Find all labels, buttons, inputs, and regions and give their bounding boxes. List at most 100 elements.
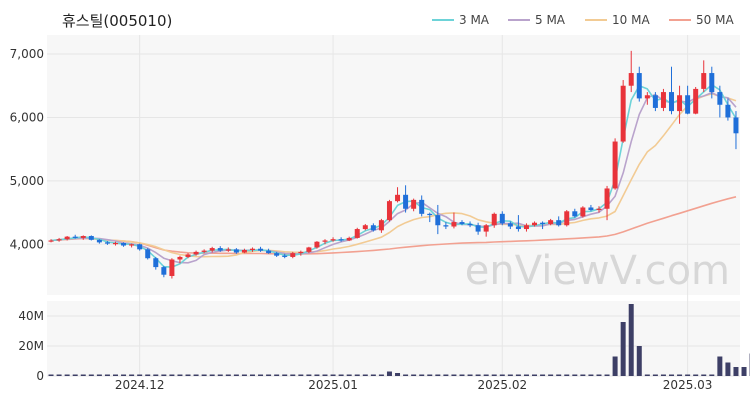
volume-bar (467, 374, 473, 376)
candle (556, 216, 562, 227)
candle-body (644, 95, 650, 99)
candle (72, 234, 78, 239)
candle (419, 195, 425, 217)
volume-bar (604, 374, 610, 376)
candle (435, 204, 441, 235)
candle (137, 243, 143, 251)
candle-body (669, 92, 675, 112)
candle-body (314, 241, 320, 248)
candle-body (161, 267, 167, 275)
candle-body (467, 223, 473, 226)
candle-body (330, 239, 336, 241)
candle-body (620, 85, 626, 142)
candle-body (451, 222, 457, 227)
candle-body (241, 249, 247, 253)
candle-body (338, 239, 344, 241)
candle (290, 251, 296, 259)
candle-body (121, 243, 127, 246)
candle-body (548, 220, 554, 224)
volume-bar (475, 374, 481, 376)
volume-bar (193, 374, 199, 376)
volume-bar (258, 374, 264, 376)
candle-body (411, 199, 417, 209)
candle (386, 199, 392, 222)
volume-bar (532, 374, 538, 376)
candle (604, 185, 610, 221)
candle (507, 221, 513, 230)
candle (112, 241, 118, 246)
candle (532, 221, 538, 227)
volume-bar (48, 374, 54, 376)
volume-bar (378, 374, 384, 376)
candle (451, 212, 457, 229)
candle-body (249, 248, 255, 250)
volume-bar (435, 374, 441, 376)
candle-body (88, 236, 94, 240)
volume-bar (145, 374, 151, 376)
volume-bar (499, 374, 505, 376)
volume-bar (588, 374, 594, 376)
volume-bar (419, 374, 425, 376)
candle (48, 239, 54, 243)
volume-bar (249, 374, 255, 376)
date-tick-label: 2025.02 (477, 378, 527, 392)
volume-bar (733, 367, 739, 376)
candle-body (636, 73, 642, 99)
candle (652, 92, 658, 112)
candle (153, 256, 159, 270)
candle (411, 198, 417, 212)
candle-body (129, 244, 135, 246)
volume-tick-label: 0 (36, 369, 44, 383)
volume-bar (266, 374, 272, 376)
candle (580, 206, 586, 218)
candle-body (459, 222, 465, 224)
volume-bar (386, 371, 392, 376)
candle (169, 258, 175, 279)
candle-body (362, 225, 368, 230)
candle-body (274, 253, 280, 256)
candle (217, 246, 223, 252)
candle (225, 247, 231, 252)
volume-bar (685, 374, 691, 376)
candle-body (435, 215, 441, 226)
candle (233, 248, 239, 254)
candle (378, 218, 384, 233)
candle-body (523, 225, 529, 230)
volume-bar (572, 374, 578, 376)
volume-bar (741, 367, 747, 376)
candle-body (258, 248, 264, 251)
candle-body (660, 92, 666, 108)
volume-bar (298, 374, 304, 376)
candle (266, 248, 272, 254)
candle-body (64, 236, 70, 240)
candle (193, 250, 199, 256)
volume-bar (64, 374, 70, 376)
candle-body (483, 225, 489, 232)
volume-bar (459, 374, 465, 376)
candle-body (48, 240, 54, 242)
candle-body (475, 225, 481, 232)
candle-body (733, 117, 739, 134)
candle-body (201, 250, 207, 252)
candle-body (499, 213, 505, 224)
date-tick-label: 2025.03 (663, 378, 713, 392)
volume-bar (564, 374, 570, 376)
volume-bar (451, 374, 457, 376)
candle-body (427, 213, 433, 216)
volume-bar (507, 374, 513, 376)
volume-bar (177, 374, 183, 376)
candle (564, 210, 570, 227)
volume-bar (322, 374, 328, 376)
volume-bar (104, 374, 110, 376)
volume-bar (491, 374, 497, 376)
candle (338, 237, 344, 242)
candle (370, 223, 376, 232)
candle (306, 246, 312, 254)
candle-body (282, 255, 288, 257)
legend-item: 10 MA (585, 13, 650, 27)
candle-body (233, 249, 239, 253)
volume-bar (612, 356, 618, 376)
candle (709, 66, 715, 99)
candle (129, 243, 135, 248)
